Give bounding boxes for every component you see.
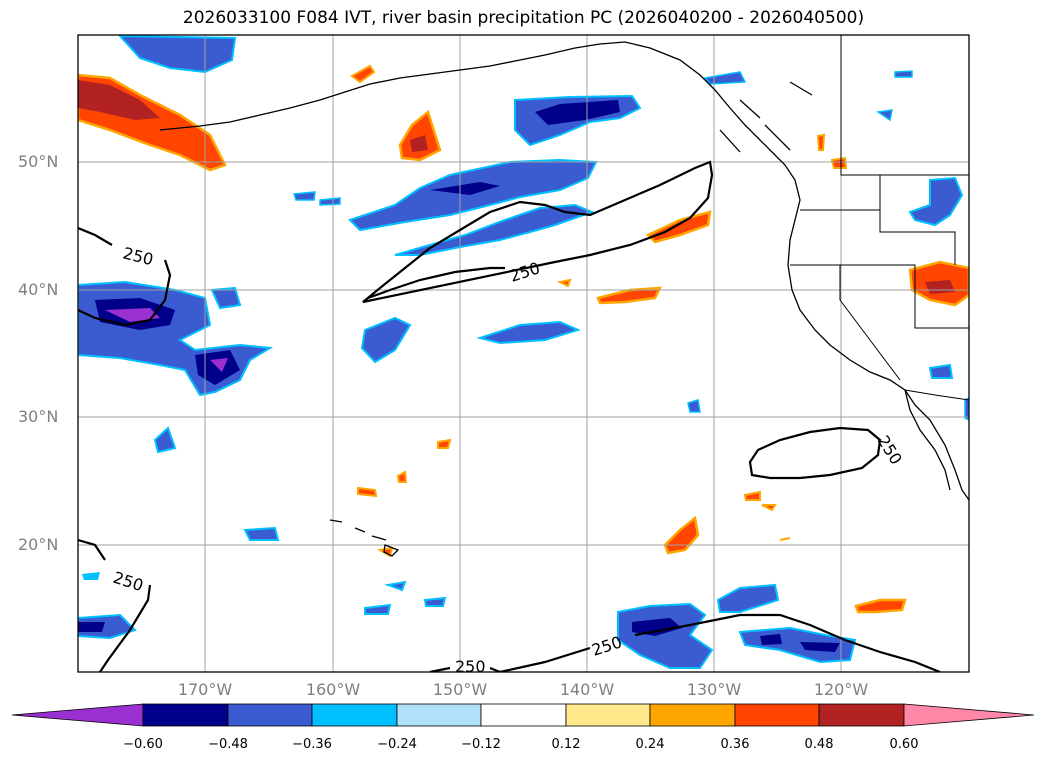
map-panel: 250 250 250 250 250 250 bbox=[78, 35, 969, 676]
colorbar-tick: −0.24 bbox=[377, 737, 417, 752]
map-title: 2026033100 F084 IVT, river basin precipi… bbox=[182, 8, 865, 28]
map-frame bbox=[77, 34, 970, 673]
lon-label-150w: 150°W bbox=[432, 680, 488, 699]
colorbar-tick: −0.36 bbox=[292, 737, 332, 752]
lon-label-120w: 120°W bbox=[813, 680, 869, 699]
colorbar-segment bbox=[649, 703, 736, 727]
colorbar-segment bbox=[142, 703, 229, 727]
colorbar-tick: −0.60 bbox=[123, 737, 163, 752]
colorbar-segment bbox=[818, 703, 905, 727]
colorbar-segment bbox=[396, 703, 482, 727]
borders bbox=[790, 35, 969, 401]
ivt-contours bbox=[78, 160, 941, 672]
colorbar-segment bbox=[734, 703, 820, 727]
colorbar-tick: 0.24 bbox=[635, 737, 665, 752]
colorbar-tick: −0.12 bbox=[461, 737, 501, 752]
lon-label-130w: 130°W bbox=[686, 680, 742, 699]
colorbar-tick: 0.12 bbox=[551, 737, 581, 752]
lon-label-160w: 160°W bbox=[305, 680, 361, 699]
lat-label-40n: 40°N bbox=[18, 280, 59, 299]
colorbar-low-extend bbox=[11, 703, 144, 727]
contour-label-5: 250 bbox=[455, 657, 486, 676]
colorbar-segment bbox=[311, 703, 398, 727]
lon-label-170w: 170°W bbox=[177, 680, 233, 699]
colorbar bbox=[11, 703, 1035, 727]
colorbar-tick: 0.48 bbox=[804, 737, 834, 752]
coastlines bbox=[159, 41, 969, 557]
colorbar-segment bbox=[565, 703, 651, 727]
colorbar-high-extend bbox=[903, 703, 1035, 727]
lat-label-30n: 30°N bbox=[18, 407, 59, 426]
lon-label-140w: 140°W bbox=[559, 680, 615, 699]
colorbar-tick: 0.36 bbox=[720, 737, 750, 752]
lat-label-50n: 50°N bbox=[18, 152, 59, 171]
colorbar-segment bbox=[227, 703, 313, 727]
colorbar-tick: 0.60 bbox=[889, 737, 919, 752]
negative-anomaly-patches bbox=[78, 35, 969, 669]
colorbar-tick: −0.48 bbox=[208, 737, 248, 752]
colorbar-segment bbox=[480, 703, 567, 727]
lat-label-20n: 20°N bbox=[18, 535, 59, 554]
positive-anomaly-patches bbox=[78, 64, 969, 614]
